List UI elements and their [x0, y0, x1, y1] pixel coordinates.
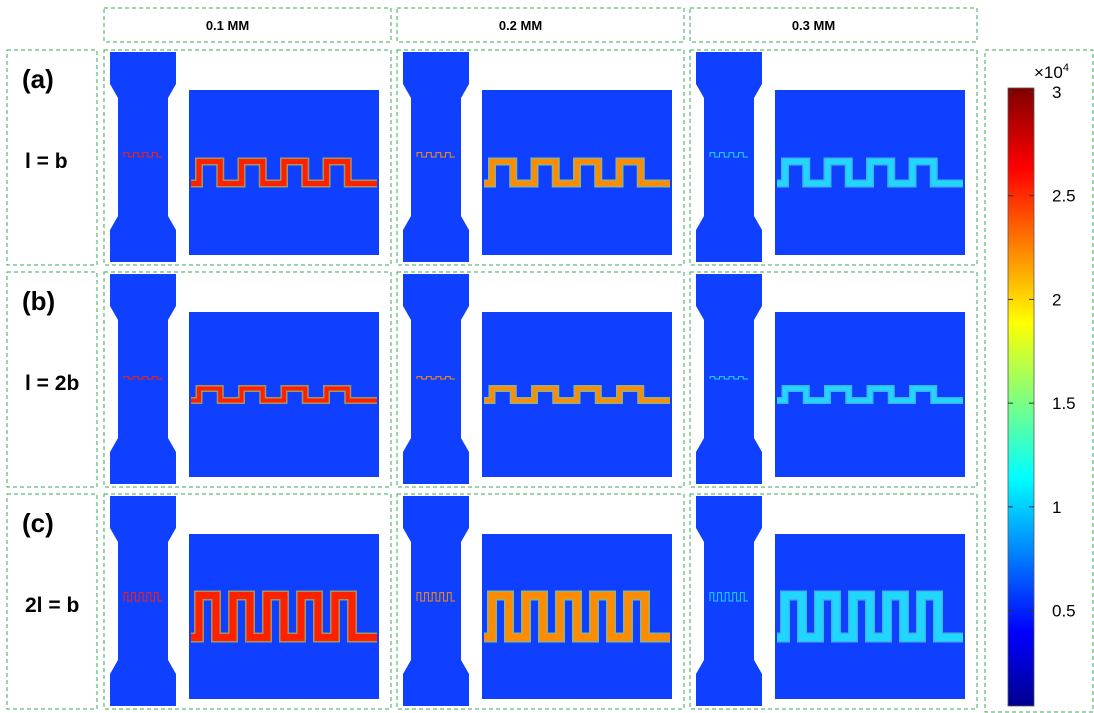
row-condition: l = 2b [25, 372, 79, 395]
colorbar-frame [985, 50, 1093, 712]
colorbar-multiplier: ×104 [1034, 62, 1069, 82]
colorbar-tick-label: 2 [1052, 290, 1061, 309]
zoom-wave [191, 596, 377, 638]
colorbar-tick-label: 0.5 [1052, 602, 1076, 621]
colorbar-tick-label: 2.5 [1052, 187, 1076, 206]
column-header: 0.2 MM [499, 18, 542, 33]
row-condition: l = b [25, 150, 68, 173]
column-header: 0.1 MM [206, 18, 249, 33]
colorbar-tick-label: 1.5 [1052, 394, 1076, 413]
row-condition: 2l = b [25, 594, 79, 617]
panel-label: (b) [22, 286, 55, 316]
zoom-wave [484, 389, 670, 401]
panel-label: (c) [22, 508, 54, 538]
zoom-wave [191, 389, 377, 401]
zoom-wave [484, 596, 670, 638]
zoom-wave [777, 162, 963, 184]
zoom-wave [191, 162, 377, 184]
zoom-wave [777, 389, 963, 401]
panel-label: (a) [22, 64, 54, 94]
zoom-wave [484, 162, 670, 184]
colorbar-tick-label: 1 [1052, 498, 1061, 517]
figure: ×104 0.1 MM 0.2 MM 0.3 MM (a) l = b (b) l = 2b… [0, 0, 1094, 713]
column-header: 0.3 MM [792, 18, 835, 33]
zoom-wave [777, 596, 963, 638]
colorbar [1008, 88, 1034, 706]
colorbar-tick-label: 3 [1052, 83, 1061, 102]
